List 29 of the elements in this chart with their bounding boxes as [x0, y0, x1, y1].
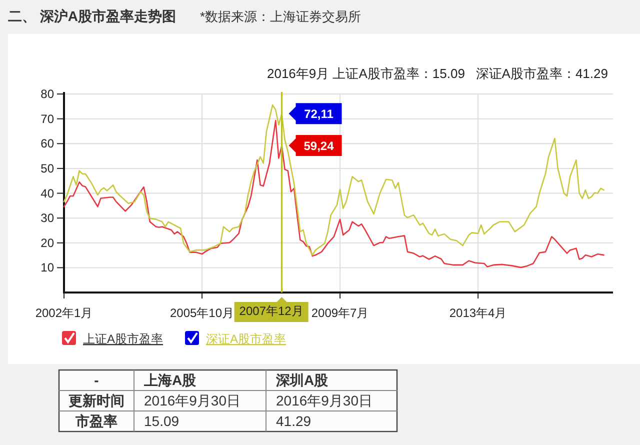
x-tick-label: 2009年7月 [311, 306, 369, 320]
x-tick-label: 2005年10月 [170, 306, 234, 320]
text: 市盈率 [74, 413, 118, 429]
legend-label: 上证A股市盈率 [83, 332, 164, 346]
text: 2016年9月30日 [276, 392, 373, 408]
annotation: 59,24 [304, 139, 334, 154]
y-tick-label: 40 [40, 186, 54, 200]
y-tick-label: 30 [40, 211, 54, 226]
x-tick-label: 2013年4月 [449, 306, 507, 320]
y-tick-label: 60 [40, 136, 54, 151]
text: - [94, 372, 100, 388]
chart-title: 二、 深沪A股市盈率走势图 [8, 8, 176, 24]
text: 15.09 [144, 413, 180, 429]
text: *数据来源：上海证券交易所 [200, 9, 362, 24]
chart-subtitle: 2016年9月 上证A股市盈率：15.09 深证A股市盈率：41.29 [266, 66, 608, 81]
ref-line-label: 2007年12月 [239, 304, 304, 318]
y-tick-label: 70 [40, 112, 54, 126]
y-tick-label: 20 [40, 236, 54, 250]
ref-line-label: 2007年12月 [234, 297, 308, 322]
y-tick-label: 80 [40, 87, 54, 101]
text: 2016年9月30日 [144, 392, 241, 408]
annotation: 72,11 [304, 107, 334, 122]
text: 上海A股 [143, 372, 198, 388]
x-tick-label: 2002年1月 [35, 306, 93, 320]
text: 深圳A股 [275, 372, 330, 388]
y-tick-label: 50 [40, 161, 54, 176]
text: 41.29 [276, 413, 312, 429]
text: 更新时间 [68, 392, 124, 408]
y-tick-label: 10 [40, 260, 54, 275]
